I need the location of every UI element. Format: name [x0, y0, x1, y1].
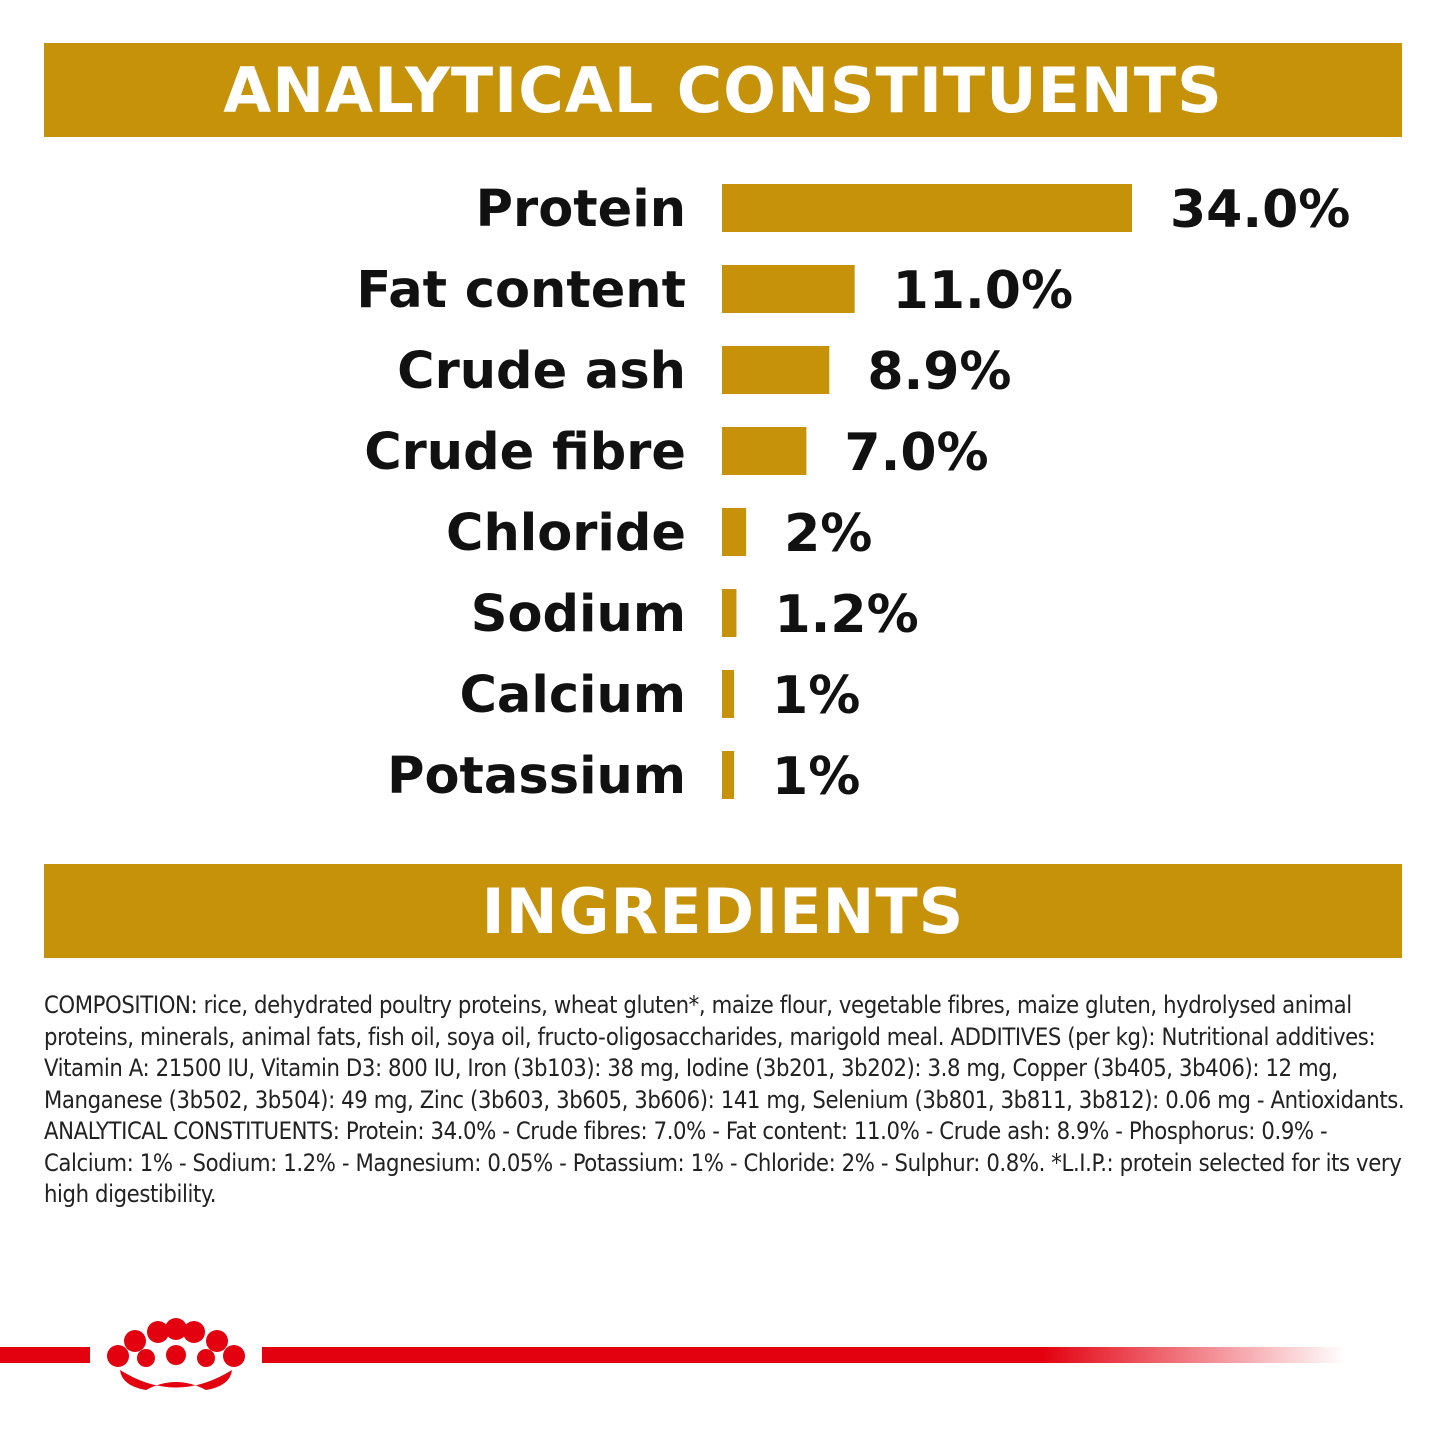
category-label: Chloride	[446, 504, 686, 563]
bar	[722, 670, 735, 718]
value-label: 8.9%	[867, 342, 1011, 402]
royal-crown-icon	[107, 1318, 245, 1390]
category-label: Crude fibre	[364, 423, 686, 482]
bar	[722, 508, 747, 556]
value-label: 34.0%	[1170, 180, 1350, 240]
category-label: Fat content	[356, 261, 686, 320]
value-label: 11.0%	[893, 261, 1073, 321]
brand-stripe-right	[262, 1347, 1345, 1363]
analytical-constituents-header: ANALYTICAL CONSTITUENTS	[44, 43, 1402, 137]
category-label: Sodium	[471, 585, 686, 644]
value-label: 2%	[784, 504, 872, 564]
bar	[722, 427, 807, 475]
bar	[722, 751, 735, 799]
category-label: Protein	[476, 180, 686, 239]
bar	[722, 265, 855, 313]
bar	[722, 346, 830, 394]
brand-stripe-left	[0, 1347, 90, 1363]
category-label: Calcium	[460, 666, 687, 725]
ingredients-header: INGREDIENTS	[44, 864, 1402, 958]
category-label: Potassium	[387, 747, 686, 806]
value-label: 1%	[772, 666, 860, 726]
analytical-constituents-chart: Protein 34.0% Fat content 11.0% Crude ash 8.9…	[356, 180, 1350, 807]
value-label: 1%	[772, 747, 860, 807]
bar	[722, 589, 737, 637]
brand-stripe	[0, 1318, 1345, 1390]
value-label: 1.2%	[774, 585, 918, 645]
ingredients-text: COMPOSITION: rice, dehydrated poultry pr…	[44, 991, 1405, 1208]
category-label: Crude ash	[397, 342, 686, 401]
value-label: 7.0%	[844, 423, 988, 483]
bar	[722, 184, 1132, 232]
